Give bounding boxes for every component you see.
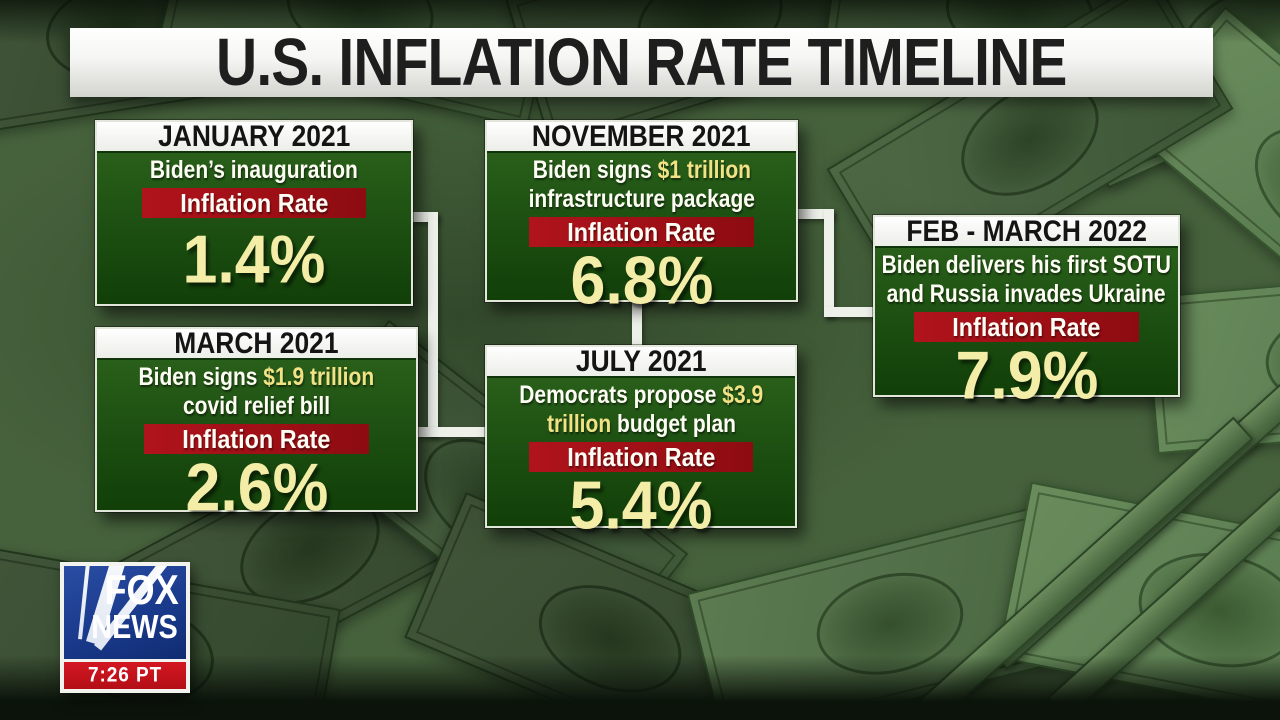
broadcast-time: 7:26 PT [87, 663, 163, 687]
timeline-card-july-2021: JULY 2021 Democrats propose $3.9 trillion… [485, 344, 797, 539]
fox-logo-text: FOX NEWS [91, 567, 179, 646]
page-title: U.S. INFLATION RATE TIMELINE [216, 25, 1067, 100]
card-description: Democrats propose $3.9 trillion budget pl… [519, 381, 763, 438]
connector-line [416, 427, 488, 437]
inflation-rate-value: 6.8% [570, 241, 713, 319]
connector-line [428, 212, 438, 437]
card-body: Biden’s inauguration Inflation Rate 1.4% [97, 153, 411, 304]
card-date: MARCH 2021 [174, 326, 339, 360]
card-date: FEB - MARCH 2022 [906, 214, 1147, 248]
card-body: Democrats propose $3.9 trillion budget pl… [487, 378, 795, 543]
inflation-rate-value: 1.4% [182, 220, 326, 297]
inflation-rate-value: 2.6% [185, 448, 328, 526]
timeline-card-feb-march-2022: FEB - MARCH 2022 Biden delivers his firs… [873, 214, 1180, 409]
card-description: Biden’s inauguration [149, 156, 359, 184]
card-description: Biden delivers his first SOTU and Russia … [881, 251, 1172, 308]
timeline-card-january-2021: JANUARY 2021 Biden’s inauguration Inflat… [95, 120, 413, 306]
card-description: Biden signs $1 trillion infrastructure pa… [528, 156, 755, 213]
card-date-header: NOVEMBER 2021 [487, 119, 796, 153]
inflation-rate-value: 5.4% [569, 466, 713, 544]
timeline-card-november-2021: NOVEMBER 2021 Biden signs $1 trillion inf… [485, 119, 798, 314]
card-date: JANUARY 2021 [157, 119, 351, 153]
card-description: Biden signs $1.9 trillion covid relief bi… [138, 363, 375, 420]
headline-banner: U.S. INFLATION RATE TIMELINE [70, 25, 1213, 100]
card-body: Biden delivers his first SOTU and Russia … [875, 248, 1178, 413]
card-date-header: MARCH 2021 [97, 326, 416, 360]
fox-news-logo: FOX NEWS 7:26 PT [60, 562, 190, 693]
inflation-rate-value: 7.9% [955, 336, 1098, 414]
connector-line [824, 307, 876, 317]
card-date-header: JANUARY 2021 [97, 119, 411, 153]
broadcast-time-bar: 7:26 PT [64, 662, 186, 689]
card-date: JULY 2021 [575, 344, 707, 378]
inflation-rate-badge: Inflation Rate [141, 188, 367, 218]
timeline-card-march-2021: MARCH 2021 Biden signs $1.9 trillion covi… [95, 326, 418, 521]
card-body: Biden signs $1 trillion infrastructure pa… [487, 153, 796, 318]
card-date: NOVEMBER 2021 [532, 119, 751, 153]
card-body: Biden signs $1.9 trillion covid relief bi… [97, 360, 416, 525]
card-date-header: FEB - MARCH 2022 [875, 214, 1178, 248]
card-date-header: JULY 2021 [487, 344, 795, 378]
connector-line [824, 209, 834, 317]
fox-logo-box: FOX NEWS [64, 566, 186, 659]
